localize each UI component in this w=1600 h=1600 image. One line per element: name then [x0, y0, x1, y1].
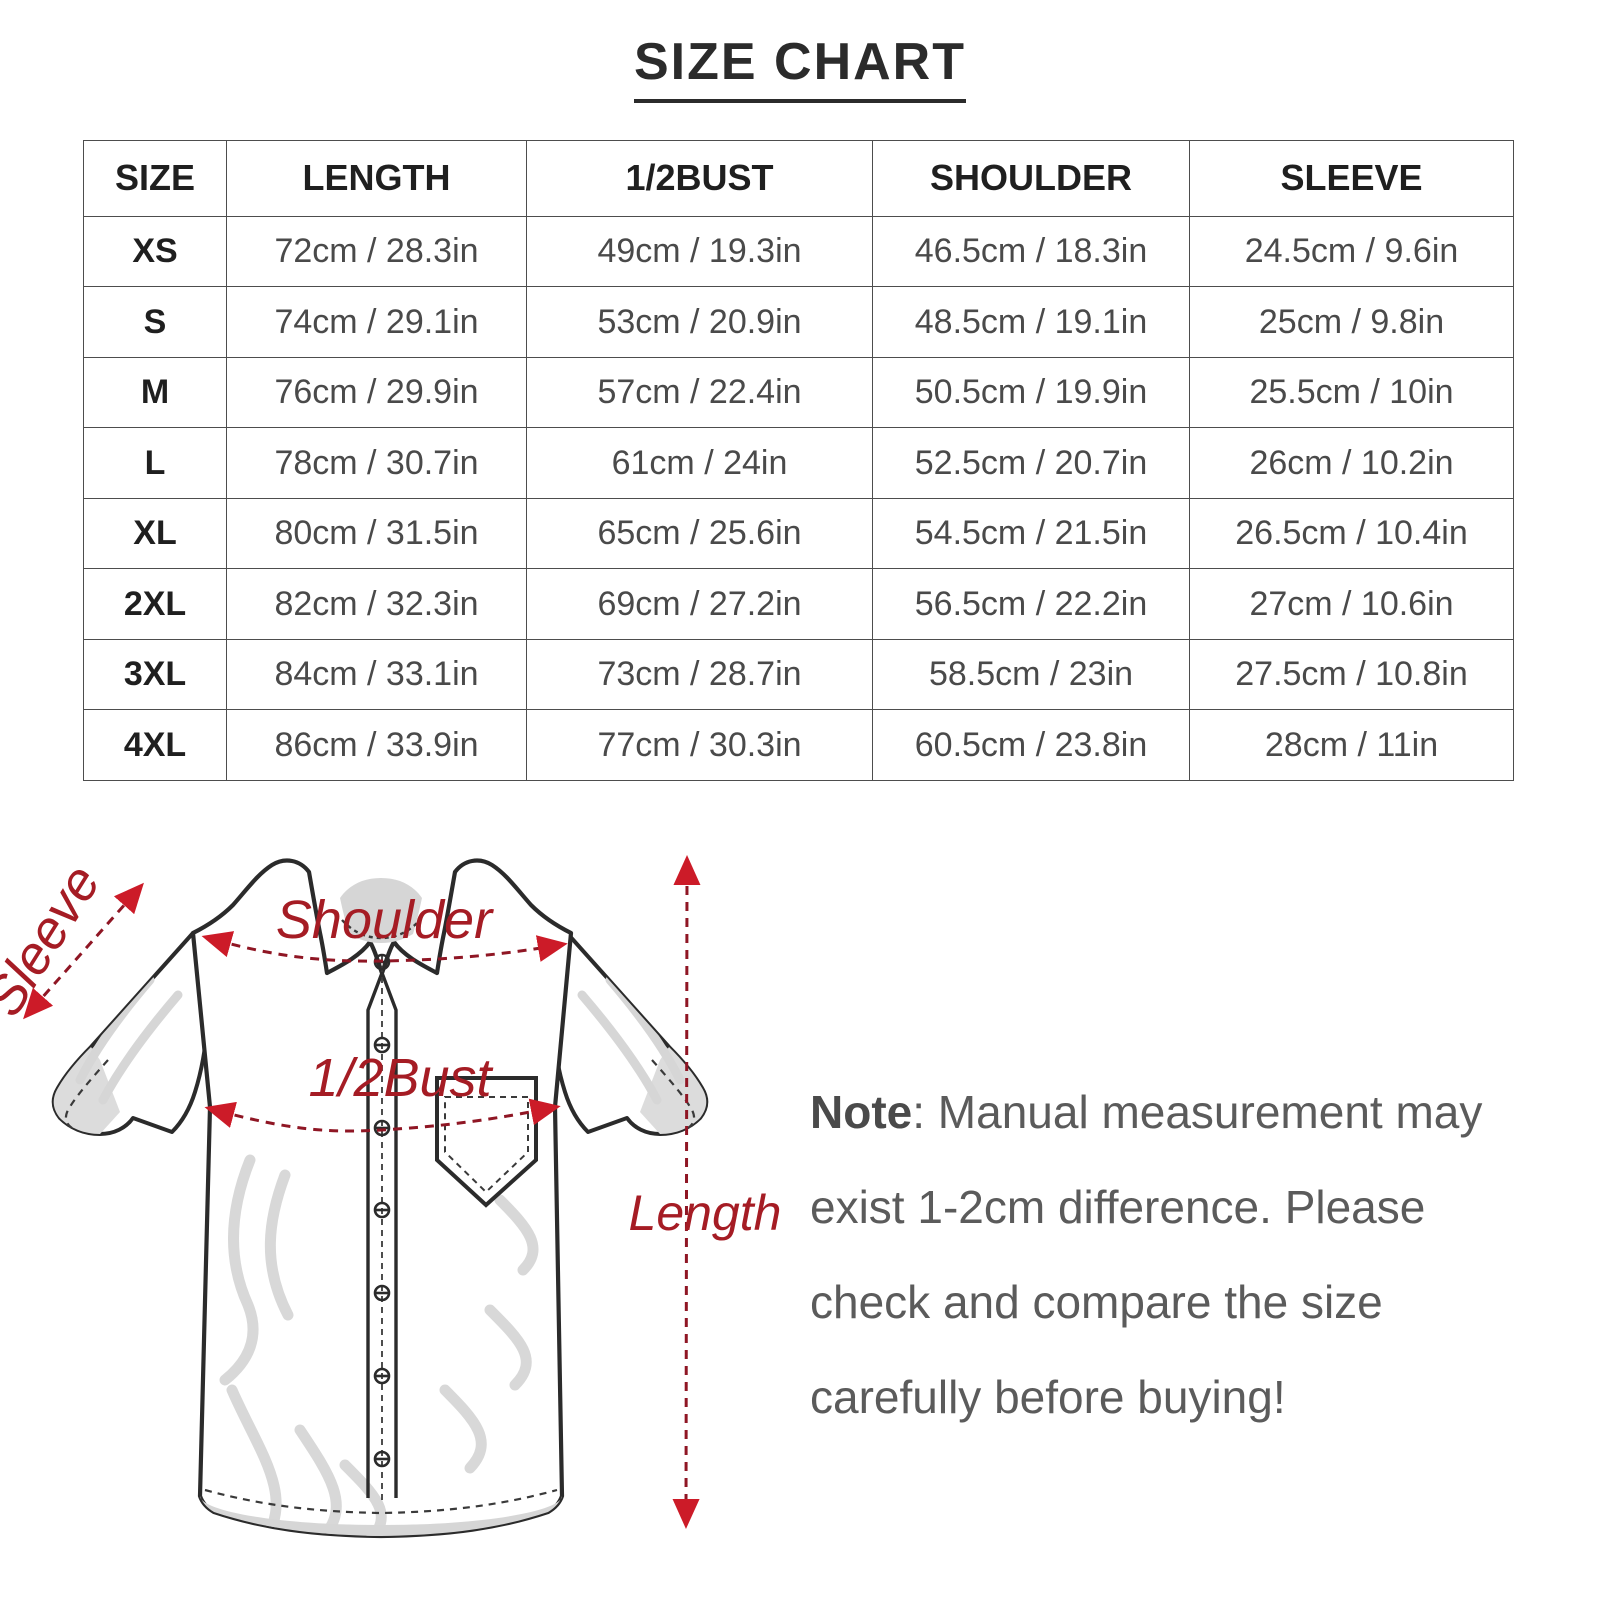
svg-text:Sleeve: Sleeve — [0, 855, 112, 1027]
svg-text:Shoulder: Shoulder — [276, 890, 494, 950]
svg-text:1/2Bust: 1/2Bust — [308, 1048, 493, 1108]
svg-text:Length: Length — [629, 1185, 782, 1241]
